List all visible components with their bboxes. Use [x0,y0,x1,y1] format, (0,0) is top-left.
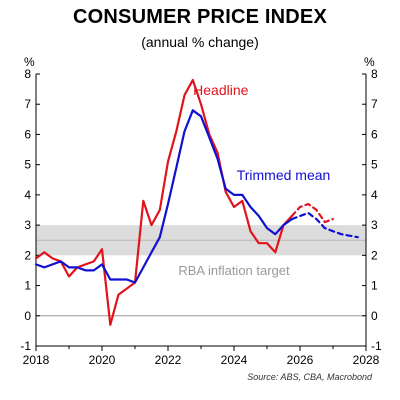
chart-subtitle: (annual % change) [141,34,259,50]
x-tick-label: 2018 [23,353,50,367]
y-tick-label-right: 2 [371,248,378,262]
y-tick-label-left: 8 [24,67,31,81]
y-tick-label-left: 4 [24,188,31,202]
y-tick-label-left: -1 [20,339,31,353]
x-tick-label: 2020 [89,353,116,367]
y-tick-label-right: 3 [371,218,378,232]
y-tick-label-right: 8 [371,67,378,81]
y-tick-label-right: 4 [371,188,378,202]
trimmed-mean-label: Trimmed mean [237,167,331,183]
y-tick-label-right: 6 [371,127,378,141]
headline-label: Headline [193,82,248,98]
y-tick-label-right: -1 [371,339,382,353]
source-note: Source: ABS, CBA, Macrobond [247,372,372,382]
trimmed-mean-line [34,109,293,284]
headline-forecast-line [290,202,335,224]
x-tick-label: 2022 [155,353,182,367]
y-tick-label-left: 0 [24,309,31,323]
y-tick-label-left: 1 [24,279,31,293]
x-tick-label: 2024 [221,353,248,367]
y-tick-label-right: 5 [371,158,378,172]
y-tick-label-right: 7 [371,97,378,111]
y-tick-label-left: 7 [24,97,31,111]
y-tick-label-left: 5 [24,158,31,172]
trimmed-mean-forecast-line [290,211,359,239]
target-band-label: RBA inflation target [178,263,290,278]
chart-title: CONSUMER PRICE INDEX [72,6,328,28]
y-axis-unit-right: % [364,55,375,69]
y-tick-label-left: 3 [24,218,31,232]
x-tick-label: 2028 [353,353,380,367]
y-tick-label-right: 1 [371,279,378,293]
x-tick-label: 2026 [287,353,314,367]
headline-line [34,78,293,326]
y-tick-label-left: 2 [24,248,31,262]
y-tick-label-left: 6 [24,127,31,141]
y-axis-unit-left: % [24,55,35,69]
y-tick-label-right: 0 [371,309,378,323]
